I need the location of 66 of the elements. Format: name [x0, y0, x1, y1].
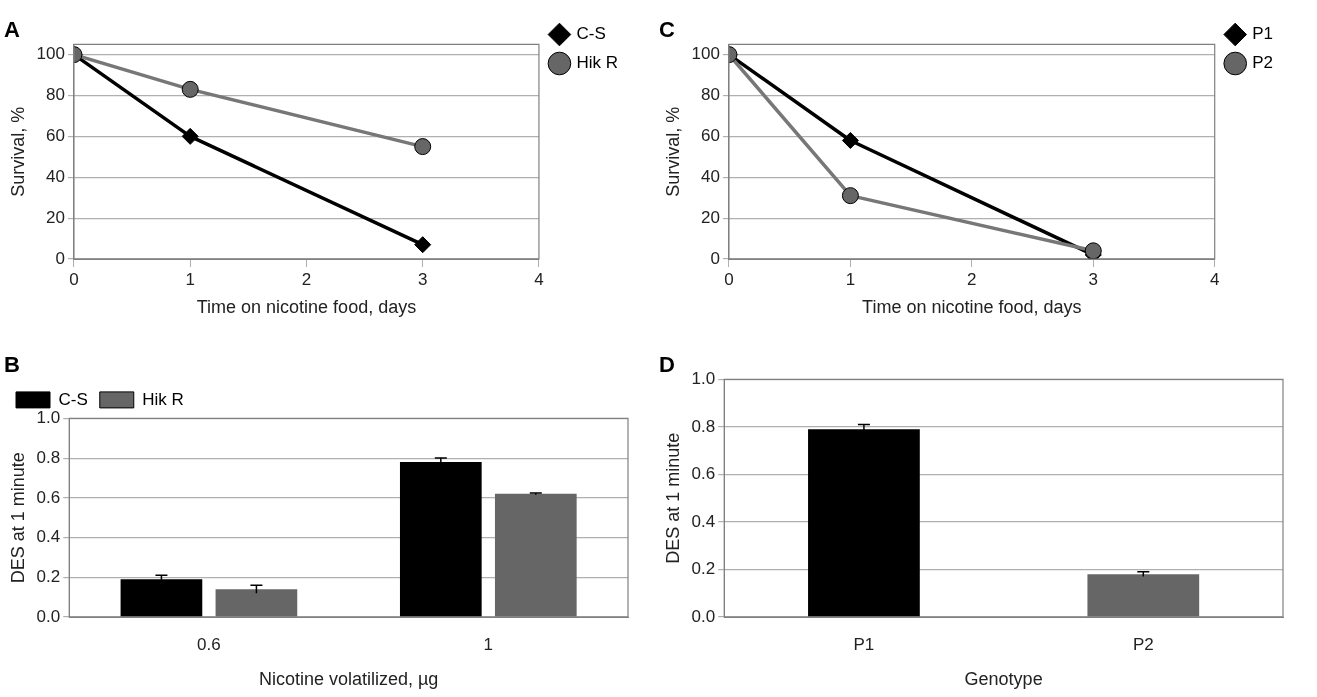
- bar: [120, 579, 203, 617]
- y-tick-label: 0.0: [691, 606, 716, 626]
- y-tick-label: 40: [46, 166, 65, 186]
- y-tick-label: 1.0: [36, 408, 61, 428]
- x-tick-label: 4: [534, 269, 544, 289]
- x-axis-title: Nicotine volatilized, µg: [258, 669, 439, 690]
- point: [1084, 242, 1102, 259]
- legend-label: P1: [1252, 24, 1273, 44]
- x-tick-label: 3: [1088, 269, 1099, 289]
- x-tick-label: 2: [301, 269, 312, 289]
- y-tick-label: 60: [701, 126, 720, 146]
- bar: [215, 589, 298, 617]
- point: [414, 138, 432, 156]
- y-tick-label: 60: [46, 126, 65, 146]
- y-tick-label: 0.8: [691, 416, 716, 436]
- legend-label: C-S: [576, 24, 606, 44]
- y-tick-label: 0.2: [36, 566, 61, 586]
- chart-title: C: [659, 17, 675, 43]
- y-tick-label: 100: [691, 44, 720, 64]
- y-tick-label: 20: [701, 207, 720, 227]
- point: [181, 127, 199, 145]
- legend-label: Hik R: [576, 53, 619, 73]
- y-tick-label: 20: [46, 207, 65, 227]
- bar: [494, 493, 577, 617]
- chart-title: A: [4, 17, 20, 43]
- y-tick-label: 0.4: [691, 511, 716, 531]
- y-axis-title: DES at 1 minute: [662, 432, 683, 564]
- x-tick-label: 1: [845, 269, 856, 289]
- y-tick-label: 0: [55, 248, 65, 268]
- y-tick-label: 100: [36, 44, 65, 64]
- y-tick-label: 0.4: [36, 527, 61, 547]
- x-axis-title: Time on nicotine food, days: [196, 297, 417, 318]
- x-tick-label: 3: [417, 269, 428, 289]
- chart-title: D: [659, 352, 675, 378]
- point: [841, 187, 859, 205]
- y-tick-label: 80: [701, 85, 720, 105]
- y-tick-label: 0.2: [691, 559, 716, 579]
- legend-label: C-S: [58, 389, 88, 409]
- x-tick-label: 0: [69, 269, 79, 289]
- y-tick-label: 1.0: [691, 369, 716, 389]
- x-tick-label: 2: [967, 269, 977, 289]
- x-tick-label: P2: [1132, 634, 1154, 654]
- y-axis-title: DES at 1 minute: [7, 452, 28, 584]
- x-tick-label: 1: [483, 634, 494, 654]
- y-tick-label: 40: [701, 166, 720, 186]
- x-tick-label: 4: [1209, 269, 1220, 289]
- chart-title: B: [4, 352, 20, 378]
- legend-label: P2: [1252, 53, 1273, 73]
- x-axis-title: Genotype: [964, 669, 1043, 690]
- point: [181, 80, 199, 98]
- y-tick-label: 80: [46, 85, 65, 105]
- x-tick-label: 0.6: [197, 634, 221, 654]
- y-tick-label: 0.0: [36, 606, 61, 626]
- y-axis-title: Survival, %: [7, 106, 28, 197]
- legend-label: Hik R: [142, 389, 184, 409]
- x-tick-label: 1: [185, 269, 195, 289]
- y-tick-label: 0.6: [36, 487, 61, 507]
- point: [841, 131, 859, 149]
- point: [414, 236, 432, 254]
- y-tick-label: 0.8: [36, 447, 61, 467]
- x-tick-label: 0: [724, 269, 734, 289]
- y-tick-label: 0.6: [691, 464, 716, 484]
- y-axis-title: Survival, %: [662, 106, 683, 197]
- x-tick-label: P1: [853, 634, 875, 654]
- y-tick-label: 0: [710, 248, 720, 268]
- x-axis-title: Time on nicotine food, days: [862, 297, 1082, 318]
